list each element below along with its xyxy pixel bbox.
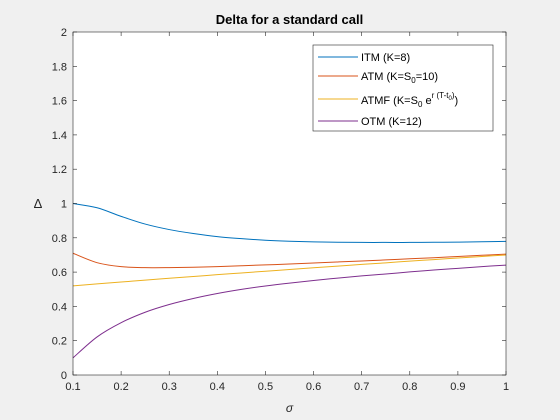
y-tick-label: 1.8 (52, 61, 67, 73)
x-tick-label: 1 (503, 381, 509, 393)
series-line-atm (72, 252, 507, 269)
y-tick-label: 0 (61, 370, 67, 382)
legend-box (312, 44, 494, 132)
x-tick-label: 0.3 (162, 381, 177, 393)
x-tick-label: 0.1 (65, 381, 80, 393)
y-tick-label: 0.4 (52, 301, 67, 313)
legend-label-itm: ITM (K=8) (361, 52, 410, 64)
legend: ITM (K=8) ATM (K=S0=10) ATMF (K=S0 er (T… (312, 44, 494, 132)
series-line-atmf (72, 254, 507, 287)
x-tick-label: 0.2 (113, 381, 128, 393)
y-tick-label: 1.4 (52, 130, 67, 142)
series-line-otm (72, 264, 507, 359)
legend-label-atm: ATM (K=S0=10) (361, 71, 438, 85)
y-tick-label: 1.2 (52, 164, 67, 176)
x-tick-label: 0.8 (402, 381, 417, 393)
legend-label-atmf: ATMF (K=S0 er (T-t0)) (361, 91, 458, 109)
x-tick-label: 0.4 (210, 381, 225, 393)
x-tick-label: 0.6 (306, 381, 321, 393)
y-tick-label: 0.8 (52, 233, 67, 245)
legend-label-otm: OTM (K=12) (361, 116, 422, 128)
x-tick-label: 0.5 (258, 381, 273, 393)
chart-title: Delta for a standard call (216, 12, 363, 27)
x-axis-label: σ (286, 401, 294, 415)
y-tick-label: 1 (61, 199, 67, 211)
y-tick-label: 0.2 (52, 336, 67, 348)
series-line-itm (72, 203, 507, 243)
y-tick-label: 1.6 (52, 96, 67, 108)
x-tick-label: 0.7 (354, 381, 369, 393)
y-tick-label: 2 (61, 27, 67, 39)
y-axis-label: Δ (34, 196, 43, 211)
y-tick-label: 0.6 (52, 267, 67, 279)
x-tick-label: 0.9 (450, 381, 465, 393)
